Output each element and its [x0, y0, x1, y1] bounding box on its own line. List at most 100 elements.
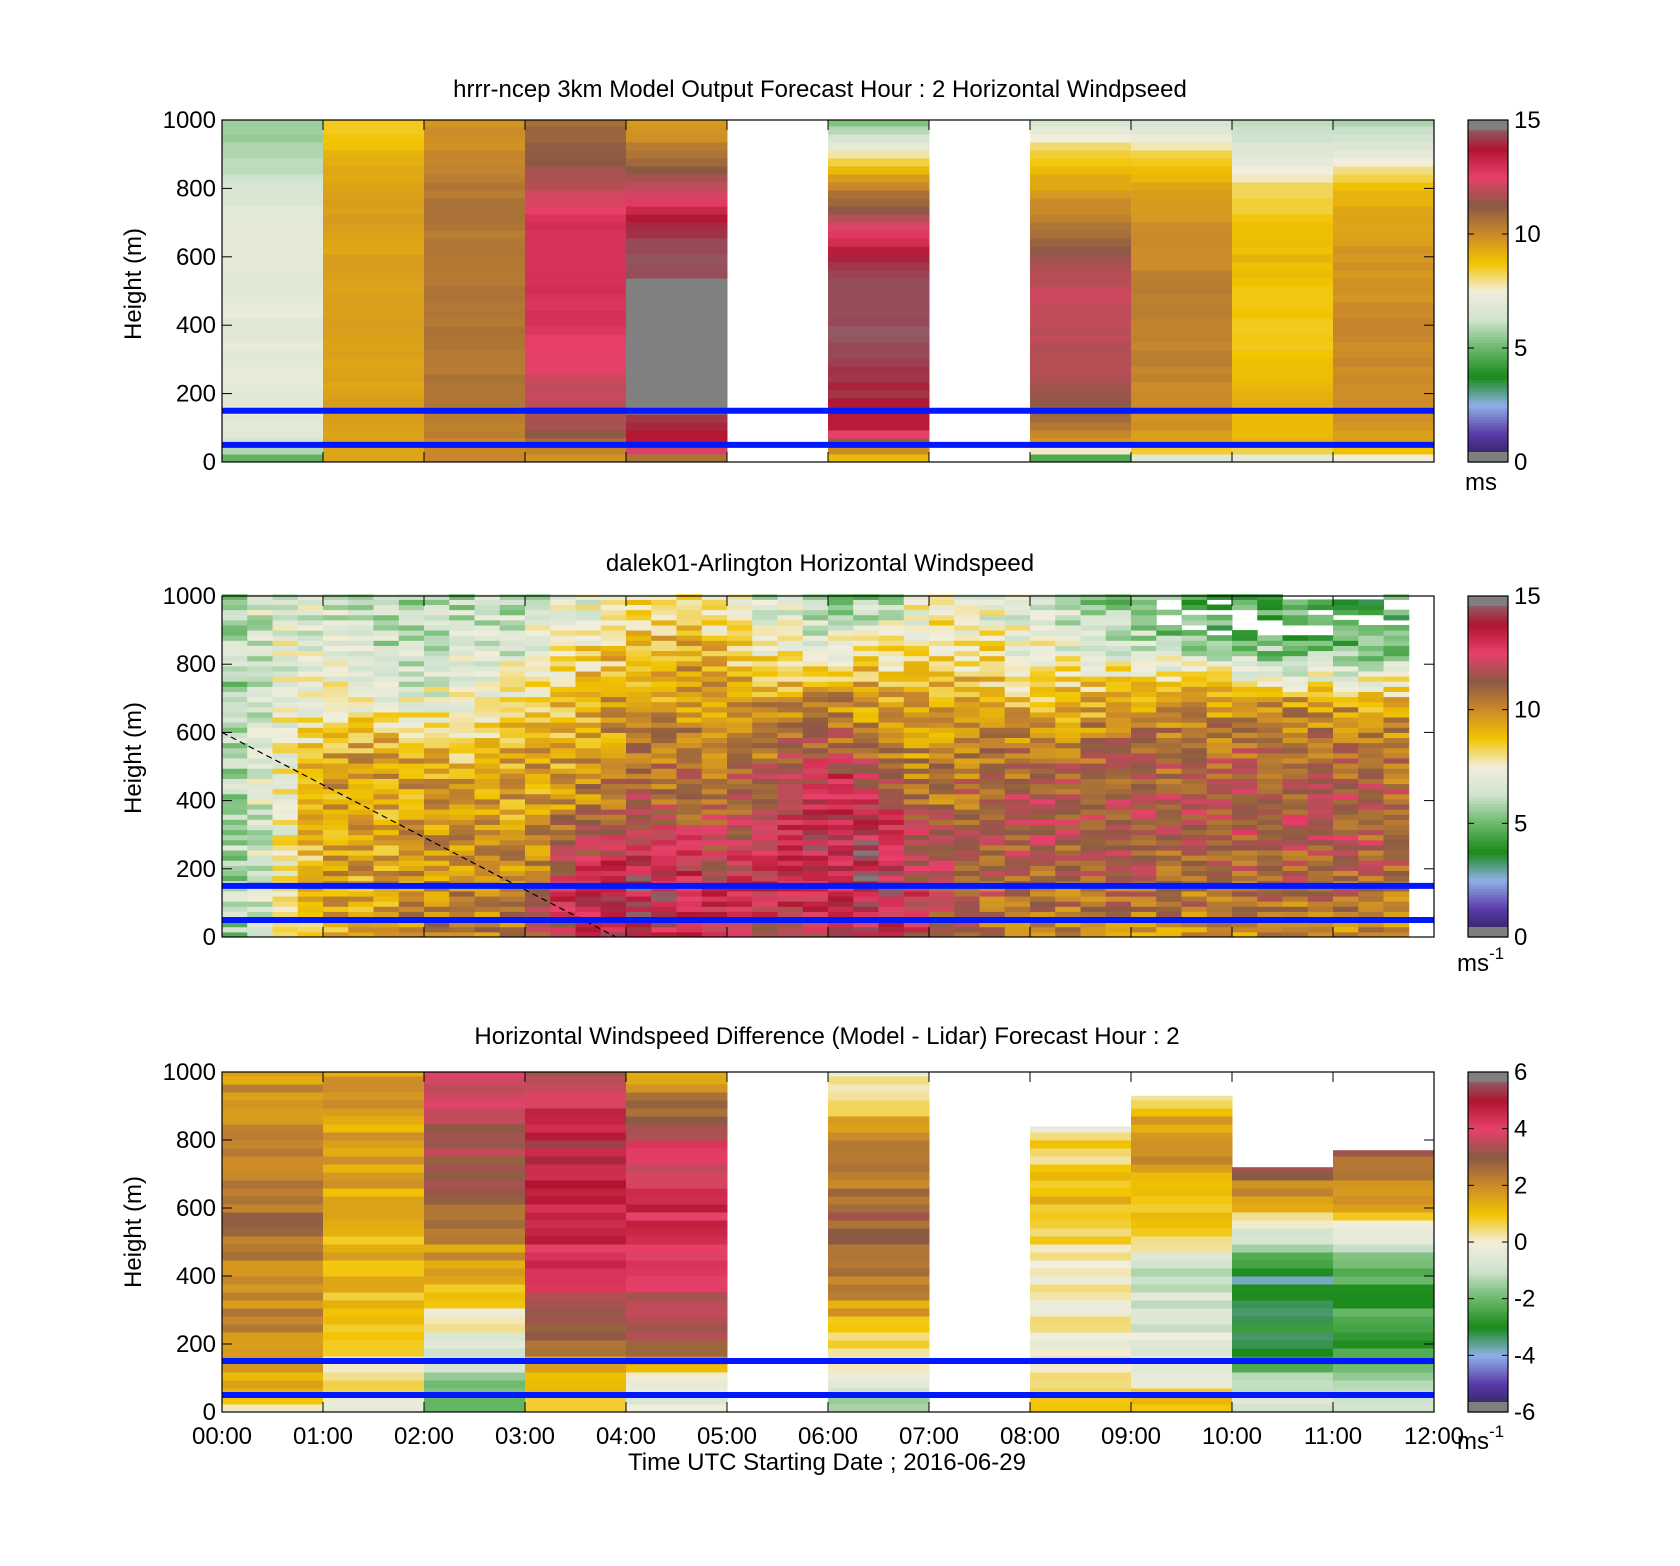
heatmap-cell	[424, 1379, 526, 1389]
heatmap-cell	[424, 696, 450, 703]
heatmap-cell	[575, 926, 602, 933]
heatmap-cell	[323, 742, 349, 749]
heatmap-cell	[398, 676, 425, 682]
heatmap-cell	[1333, 333, 1435, 343]
heatmap-cell	[525, 850, 551, 856]
heatmap-cell	[1181, 717, 1208, 723]
heatmap-cell	[1004, 609, 1031, 616]
heatmap-cell	[373, 860, 400, 866]
heatmap-cell	[323, 429, 425, 439]
heatmap-cell	[348, 850, 374, 856]
heatmap-cell	[979, 747, 1006, 754]
heatmap-cell	[1030, 931, 1056, 938]
heatmap-cell	[1030, 809, 1056, 815]
colorbar-segment	[1468, 128, 1508, 132]
heatmap-cell	[272, 860, 299, 866]
heatmap-cell	[525, 671, 551, 677]
heatmap-cell	[1055, 681, 1081, 687]
heatmap-cell	[828, 722, 854, 728]
heatmap-cell	[954, 896, 980, 902]
heatmap-cell	[323, 1275, 425, 1285]
heatmap-cell	[1080, 793, 1107, 800]
heatmap-cell	[777, 875, 804, 882]
heatmap-cell	[903, 834, 930, 841]
heatmap-cell	[1206, 604, 1233, 611]
heatmap-cell	[272, 599, 299, 606]
heatmap-cell	[979, 635, 1006, 641]
heatmap-cell	[853, 640, 879, 646]
heatmap-cell	[979, 844, 1006, 851]
colorbar-segment	[1468, 1380, 1508, 1385]
heatmap-cell	[424, 604, 450, 611]
heatmap-cell	[1030, 640, 1056, 646]
heatmap-cell	[373, 926, 400, 933]
heatmap-cell	[626, 365, 728, 375]
heatmap-cell	[323, 619, 349, 626]
heatmap-cell	[1358, 793, 1384, 800]
colorbar-segment	[1468, 922, 1508, 927]
heatmap-cell	[1004, 819, 1031, 825]
heatmap-cell	[222, 1283, 324, 1293]
heatmap-cell	[752, 711, 778, 718]
heatmap-cell	[222, 824, 248, 831]
heatmap-cell	[373, 890, 400, 897]
heatmap-cell	[1307, 696, 1334, 703]
heatmap-cell	[373, 752, 400, 759]
heatmap-cell	[323, 901, 349, 907]
heatmap-cell	[1131, 630, 1157, 636]
heatmap-cell	[424, 333, 526, 343]
heatmap-cell	[247, 901, 273, 907]
heatmap-cell	[1232, 1211, 1334, 1221]
heatmap-cell	[802, 804, 829, 810]
colorbar-segment	[1468, 348, 1508, 352]
heatmap-cell	[626, 1075, 728, 1085]
heatmap-cell	[323, 824, 349, 831]
heatmap-cell	[1232, 1235, 1334, 1245]
colorbar-segment	[1468, 1273, 1508, 1277]
heatmap-cell	[1181, 921, 1208, 928]
heatmap-cell	[323, 819, 349, 825]
heatmap-cell	[424, 1219, 526, 1229]
heatmap-cell	[1055, 829, 1081, 836]
heatmap-cell	[272, 747, 299, 754]
heatmap-cell	[979, 768, 1006, 774]
heatmap-cell	[853, 824, 879, 831]
heatmap-cell	[626, 686, 652, 692]
heatmap-cell	[777, 676, 804, 682]
heatmap-cell	[323, 1163, 425, 1173]
heatmap-cell	[828, 429, 930, 439]
heatmap-cell	[424, 1307, 526, 1317]
heatmap-cell	[1030, 181, 1132, 191]
heatmap-cell	[1206, 778, 1233, 785]
colorbar-segment	[1468, 259, 1508, 264]
heatmap-cell	[1055, 850, 1081, 856]
heatmap-cell	[600, 701, 627, 708]
heatmap-cell	[1307, 875, 1334, 882]
heatmap-cell	[752, 604, 778, 611]
heatmap-cell	[600, 650, 627, 657]
heatmap-cell	[1232, 120, 1334, 127]
heatmap-cell	[954, 875, 980, 882]
heatmap-cell	[954, 686, 980, 692]
heatmap-cell	[323, 285, 425, 295]
heatmap-cell	[1055, 691, 1081, 698]
heatmap-cell	[1358, 896, 1384, 902]
heatmap-cell	[474, 824, 501, 831]
heatmap-cell	[1030, 1403, 1132, 1413]
heatmap-cell	[777, 921, 804, 928]
heatmap-cell	[1257, 865, 1283, 872]
heatmap-cell	[626, 1211, 728, 1221]
heatmap-cell	[297, 814, 324, 820]
heatmap-cell	[701, 609, 728, 616]
heatmap-cell	[1333, 357, 1435, 367]
heatmap-cell	[626, 1179, 728, 1189]
heatmap-cell	[1206, 645, 1233, 652]
heatmap-cell	[1105, 855, 1132, 861]
heatmap-cell	[1232, 1339, 1334, 1349]
heatmap-cell	[323, 711, 349, 718]
heatmap-cell	[222, 125, 324, 135]
heatmap-cell	[272, 921, 299, 928]
heatmap-cell	[1383, 824, 1410, 831]
heatmap-cell	[929, 640, 955, 646]
